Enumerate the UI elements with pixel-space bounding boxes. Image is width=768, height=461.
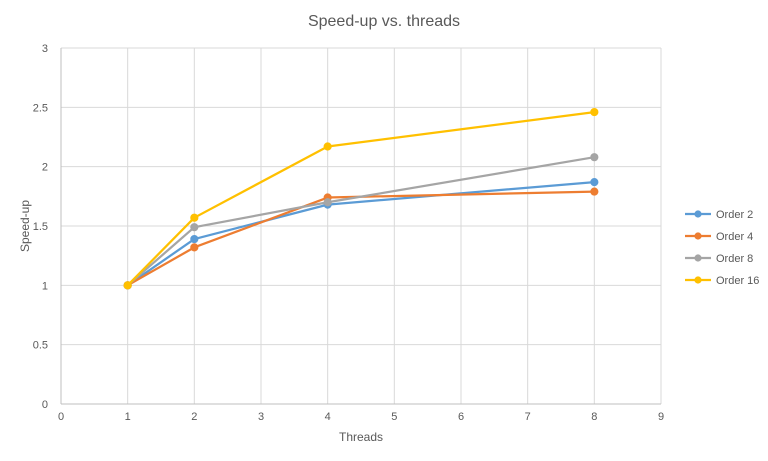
data-point bbox=[190, 223, 199, 232]
x-tick-label: 6 bbox=[458, 411, 464, 423]
x-tick-label: 3 bbox=[258, 411, 264, 423]
series-order-2 bbox=[123, 177, 599, 290]
gridlines bbox=[61, 47, 662, 404]
y-tick-label: 2 bbox=[42, 162, 48, 174]
y-tick-label: 0 bbox=[42, 399, 48, 411]
y-axis-title: Speed-up bbox=[18, 200, 32, 252]
x-tick-label: 1 bbox=[125, 411, 131, 423]
x-axis-title: Threads bbox=[339, 430, 383, 444]
legend-label: Order 4 bbox=[716, 231, 753, 243]
x-tick-label: 8 bbox=[591, 411, 597, 423]
chart-title: Speed-up vs. threads bbox=[308, 13, 460, 30]
x-tick-label: 0 bbox=[58, 411, 64, 423]
data-point bbox=[190, 234, 199, 244]
y-tick-label: 2.5 bbox=[33, 102, 48, 114]
y-tick-label: 0.5 bbox=[33, 340, 48, 352]
legend-entry: Order 8 bbox=[685, 253, 753, 265]
x-tick-label: 2 bbox=[191, 411, 197, 423]
series-line bbox=[126, 156, 595, 287]
legend: Order 2 Order 4 Order 8 Order 16 bbox=[685, 209, 759, 287]
y-tick-label: 3 bbox=[42, 43, 48, 55]
x-tick-label: 9 bbox=[658, 411, 664, 423]
data-point bbox=[123, 281, 132, 290]
legend-entry: Order 4 bbox=[685, 231, 753, 243]
data-point bbox=[590, 107, 599, 117]
data-point bbox=[590, 177, 599, 187]
legend-label: Order 2 bbox=[716, 209, 753, 221]
data-point bbox=[323, 142, 332, 151]
series-order-4 bbox=[123, 187, 599, 290]
y-tick-label: 1.5 bbox=[33, 221, 48, 233]
y-tick-label: 1 bbox=[42, 280, 48, 292]
data-point bbox=[190, 243, 199, 252]
data-point bbox=[590, 153, 599, 162]
legend-label: Order 8 bbox=[716, 253, 753, 265]
legend-swatch-marker bbox=[694, 210, 702, 218]
axes bbox=[60, 48, 661, 405]
tick-labels: 0 1 2 3 4 5 6 7 8 9 0 0.5 1 1.5 2 2.5 3 bbox=[33, 43, 664, 423]
x-tick-label: 4 bbox=[325, 411, 331, 423]
legend-swatch-marker bbox=[694, 276, 702, 284]
legend-entry: Order 16 bbox=[685, 275, 759, 287]
legend-swatch-marker bbox=[694, 254, 702, 262]
data-point bbox=[323, 198, 332, 207]
data-point bbox=[190, 213, 199, 222]
data-point bbox=[590, 187, 599, 196]
x-tick-label: 7 bbox=[525, 411, 531, 423]
legend-label: Order 16 bbox=[716, 275, 759, 287]
series-lines bbox=[123, 107, 599, 290]
x-tick-label: 5 bbox=[391, 411, 397, 423]
series-order-16 bbox=[123, 107, 599, 290]
legend-swatch-marker bbox=[694, 232, 702, 240]
legend-entry: Order 2 bbox=[685, 209, 753, 221]
series-line bbox=[127, 190, 595, 287]
series-line bbox=[126, 110, 595, 287]
